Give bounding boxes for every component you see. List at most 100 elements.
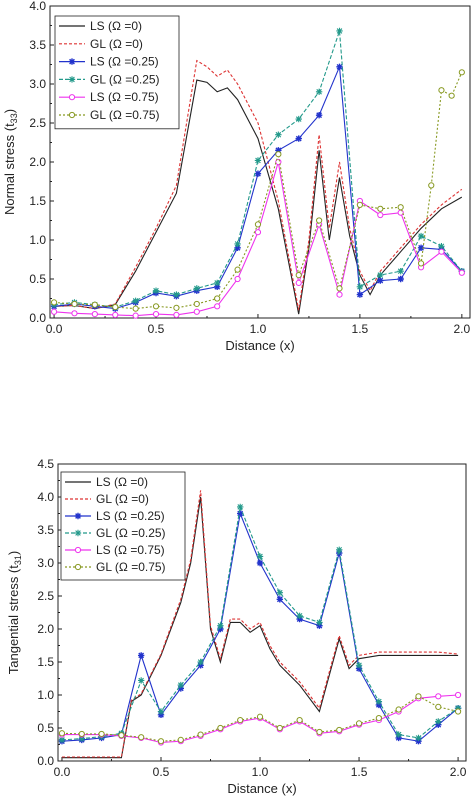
- data-point: [316, 619, 323, 626]
- series-line: [54, 30, 463, 308]
- data-point: [193, 308, 200, 315]
- y-tick-label: 3.5: [29, 38, 46, 52]
- y-tick-label: 0.5: [29, 272, 46, 286]
- data-point: [275, 151, 282, 158]
- data-point: [138, 734, 145, 741]
- data-point: [377, 211, 384, 219]
- data-point: [177, 736, 184, 743]
- series-5: [50, 158, 465, 319]
- data-point: [132, 312, 139, 319]
- data-point: [315, 88, 323, 95]
- y-axis-label: Normal stress (t33): [2, 109, 19, 215]
- data-point: [173, 311, 180, 318]
- series-6: [50, 69, 465, 312]
- data-point: [234, 275, 241, 283]
- data-point: [377, 277, 384, 284]
- data-point: [295, 115, 302, 123]
- series-1: [54, 79, 463, 315]
- data-point: [193, 285, 200, 292]
- data-point: [316, 217, 323, 224]
- y-axis-label: Tangential stress (t31): [6, 551, 23, 674]
- data-point: [355, 665, 363, 672]
- legend-marker: [68, 58, 76, 65]
- data-point: [91, 311, 98, 318]
- data-point: [336, 291, 343, 298]
- normal-stress-chart: 0.0 0.5 1.0 1.5 2.0 0.0 0.5 1.0 1.5 2.0 2.5 3.0 3.5 4…: [2, 0, 471, 353]
- data-point: [336, 63, 343, 71]
- x-tick-label: 0.0: [54, 765, 71, 779]
- data-point: [177, 685, 184, 692]
- x-tick-label: 0.5: [148, 322, 165, 336]
- legend-entry: GL (Ω =0.25): [90, 72, 160, 86]
- series-2: [62, 490, 459, 758]
- y-tick-label: 1.5: [29, 194, 46, 208]
- data-point: [152, 303, 160, 310]
- series-4: [58, 503, 462, 744]
- data-point: [152, 287, 160, 294]
- legend-entry: LS (Ω =0): [96, 475, 148, 489]
- legend-entry: LS (Ω =0): [90, 19, 142, 33]
- x-tick-label: 1.0: [252, 765, 269, 779]
- data-point: [295, 272, 302, 279]
- data-point: [276, 724, 283, 732]
- legend-entry: LS (Ω =0.75): [96, 543, 165, 557]
- data-point: [132, 297, 139, 305]
- data-point: [132, 305, 139, 312]
- data-point: [356, 291, 364, 298]
- data-point: [448, 92, 455, 99]
- data-point: [256, 713, 264, 720]
- data-point: [417, 260, 425, 267]
- y-tick-label: 2.5: [29, 116, 46, 130]
- data-point: [98, 730, 105, 738]
- y-tick-label: 2.0: [29, 155, 46, 169]
- data-point: [91, 301, 98, 308]
- data-point: [254, 170, 262, 177]
- data-point: [254, 221, 262, 228]
- data-point: [415, 693, 422, 700]
- data-point: [336, 27, 343, 35]
- data-point: [173, 304, 180, 311]
- data-point: [454, 691, 462, 699]
- data-point: [157, 708, 165, 715]
- data-point: [214, 303, 221, 310]
- data-point: [256, 559, 264, 567]
- data-point: [58, 736, 66, 744]
- y-axis-label-main: Normal stress (t: [2, 123, 17, 215]
- data-point: [173, 291, 180, 298]
- data-point: [157, 711, 165, 718]
- data-point: [197, 662, 204, 669]
- data-point: [58, 730, 66, 737]
- data-point: [395, 734, 402, 742]
- y-axis-label-subscript: 33: [9, 113, 19, 123]
- series-2: [54, 59, 463, 311]
- data-point: [454, 708, 462, 715]
- data-point: [276, 596, 284, 603]
- data-point: [193, 300, 200, 308]
- data-point: [315, 112, 323, 119]
- y-axis-label-main: Tangential stress (t: [6, 565, 21, 674]
- y-axis-label-tail: ): [6, 551, 21, 555]
- y-axis-label-subscript: 31: [13, 555, 23, 565]
- x-tick-label: 0.0: [46, 322, 63, 336]
- y-tick-label: 2.0: [37, 622, 54, 636]
- x-tick-label: 2.0: [454, 322, 471, 336]
- y-tick-label: 4.5: [37, 457, 54, 471]
- data-point: [275, 131, 282, 138]
- data-point: [213, 283, 221, 290]
- data-point: [217, 724, 224, 732]
- x-tick-label: 1.5: [352, 322, 369, 336]
- data-point: [417, 232, 425, 240]
- data-point: [118, 732, 125, 739]
- data-point: [296, 716, 303, 724]
- data-point: [295, 135, 302, 142]
- data-point: [458, 69, 465, 76]
- data-point: [435, 721, 442, 728]
- data-point: [234, 266, 241, 273]
- series-6: [58, 693, 462, 745]
- data-point: [256, 553, 264, 560]
- legend-box: [60, 471, 186, 581]
- y-tick-label: 3.5: [37, 523, 54, 537]
- legend: LS (Ω =0) GL (Ω =0) LS (Ω =0.25) GL (Ω =0.2…: [54, 15, 180, 130]
- data-point: [296, 615, 303, 623]
- data-point: [152, 311, 160, 318]
